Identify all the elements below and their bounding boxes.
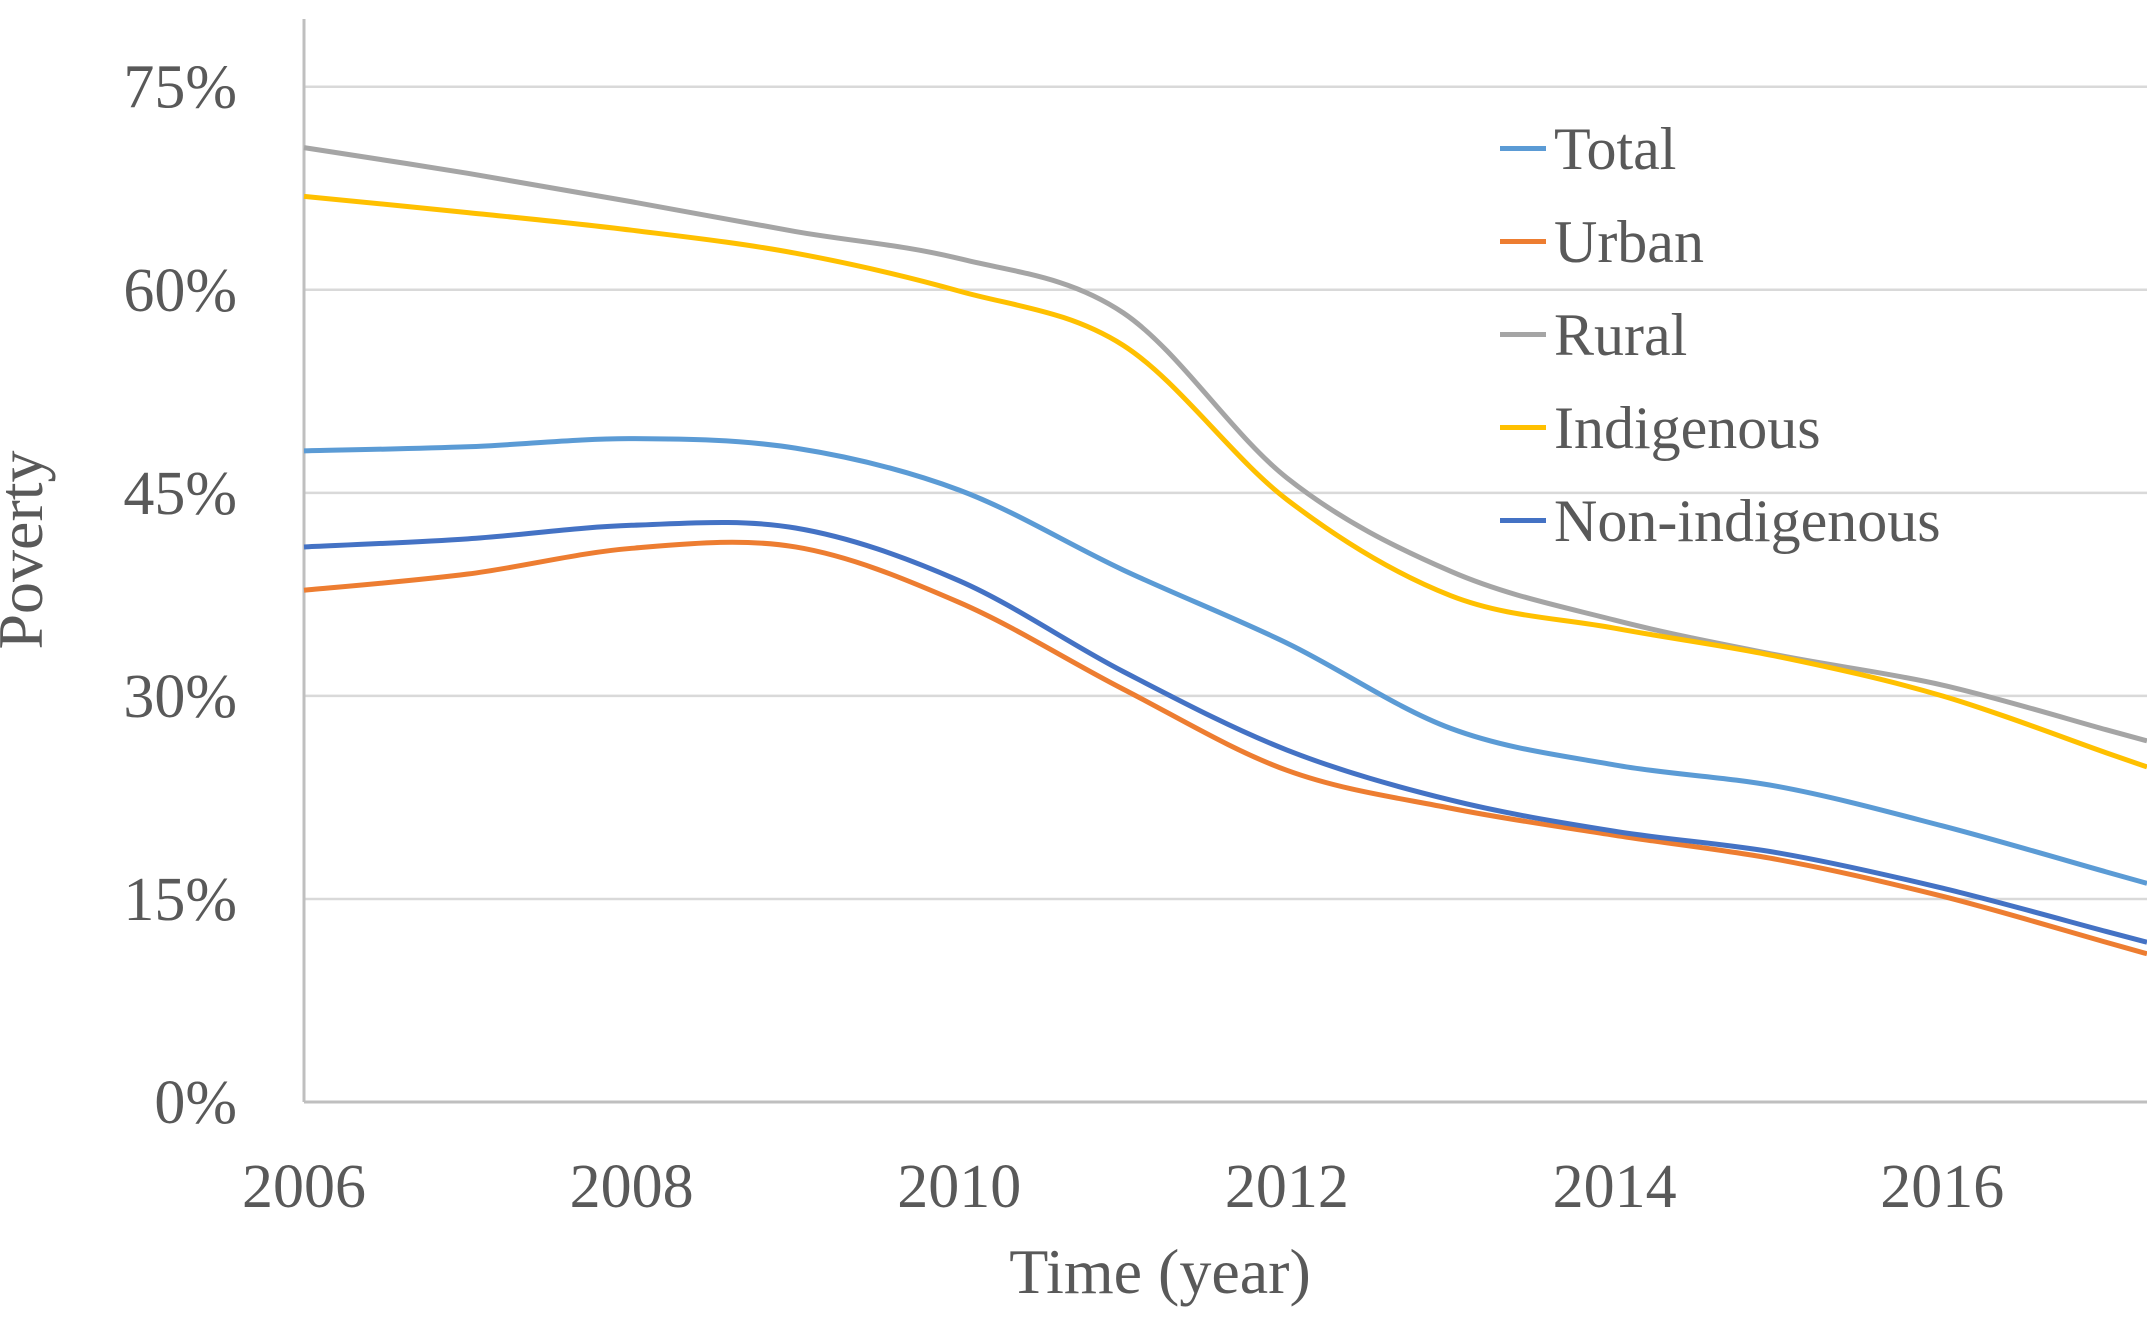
axes <box>302 19 2147 1104</box>
series-line-non-indigenous <box>303 519 2147 945</box>
total-line-marker-icon <box>1500 146 1546 151</box>
tick-labels: 0% 15% 30% 45% 60% 75% 2006 2008 2010 2012 2014 201… <box>123 54 2004 1221</box>
legend-label: Rural <box>1554 301 1688 368</box>
x-axis-title: Time (year) <box>1009 1236 1311 1307</box>
legend-item-non-indigenous: Non-indigenous <box>1500 474 1941 567</box>
series-lines <box>303 145 2147 957</box>
legend-label: Total <box>1554 115 1677 182</box>
x-tick-label: 2012 <box>1225 1153 1349 1221</box>
non-indigenous-line-marker-icon <box>1500 518 1546 523</box>
x-tick-label: 2008 <box>570 1153 694 1221</box>
y-axis-title: Poverty <box>0 450 56 649</box>
gridlines <box>304 85 2147 901</box>
rural-line-marker-icon <box>1500 332 1546 337</box>
indigenous-line-marker-icon <box>1500 425 1546 430</box>
legend-item-indigenous: Indigenous <box>1500 381 1941 474</box>
legend-item-urban: Urban <box>1500 195 1941 288</box>
series-line-rural <box>303 145 2147 744</box>
legend-label: Urban <box>1554 208 1704 275</box>
series-line-urban <box>303 539 2147 957</box>
legend-label: Indigenous <box>1554 394 1821 461</box>
series-line-total <box>303 436 2147 886</box>
x-tick-label: 2006 <box>242 1153 366 1221</box>
legend-label: Non-indigenous <box>1554 487 1941 554</box>
y-tick-label: 30% <box>123 663 237 731</box>
y-tick-label: 45% <box>123 460 237 528</box>
series-line-indigenous <box>303 193 2147 770</box>
chart-legend: Total Urban Rural Indigenous Non-indigen… <box>1500 102 1941 567</box>
y-tick-label: 15% <box>123 866 237 934</box>
urban-line-marker-icon <box>1500 239 1546 244</box>
y-tick-label: 60% <box>123 257 237 325</box>
x-tick-label: 2010 <box>897 1153 1021 1221</box>
y-tick-label: 0% <box>154 1069 237 1137</box>
legend-item-total: Total <box>1500 102 1941 195</box>
legend-item-rural: Rural <box>1500 288 1941 381</box>
y-tick-label: 75% <box>123 54 237 122</box>
x-tick-label: 2016 <box>1880 1153 2004 1221</box>
x-tick-label: 2014 <box>1553 1153 1677 1221</box>
